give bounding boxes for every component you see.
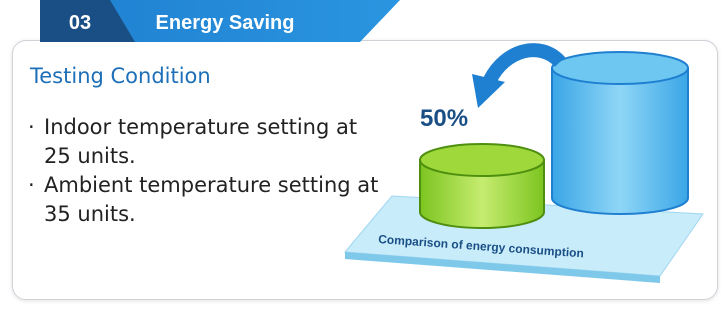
section-heading: Testing Condition <box>30 64 211 88</box>
bullet-list: Indoor temperature setting at 25 units. … <box>28 113 388 229</box>
bullet: Indoor temperature setting at 25 units. <box>28 113 388 171</box>
arrow <box>490 50 560 80</box>
green-cylinder-top <box>420 144 544 176</box>
blue-cylinder-top <box>552 52 688 84</box>
badge-title: Energy Saving <box>156 12 295 34</box>
badge-number: 03 <box>69 12 91 34</box>
saving-label: 50% <box>420 105 468 132</box>
page: 03 Energy Saving 50% Comparison of energ… <box>0 0 723 315</box>
arrow-head <box>472 74 505 108</box>
blue-cylinder <box>552 68 688 214</box>
bullet: Ambient temperature setting at 35 units. <box>28 171 388 229</box>
